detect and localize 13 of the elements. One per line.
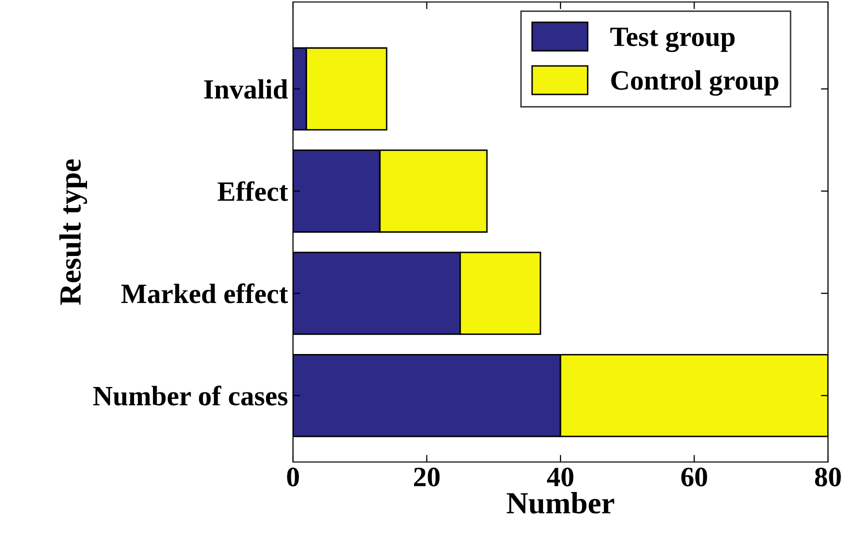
y-tick-label: Number of cases: [93, 386, 288, 406]
x-tick-label: 60: [681, 468, 708, 486]
x-tick-label: 20: [414, 468, 440, 486]
legend-label: Test group: [610, 28, 735, 52]
legend-label: Control group: [611, 70, 778, 96]
y-tick-label: Invalid: [204, 79, 288, 99]
y-axis-title: Result type: [59, 159, 88, 305]
x-tick-label: 40: [546, 468, 574, 486]
y-tick-label: Effect: [218, 181, 288, 202]
x-tick-label: 0: [287, 468, 299, 486]
x-axis-title: Number: [506, 492, 614, 514]
x-tick-label: 80: [815, 468, 841, 486]
y-tick-label: Marked effect: [121, 283, 288, 304]
